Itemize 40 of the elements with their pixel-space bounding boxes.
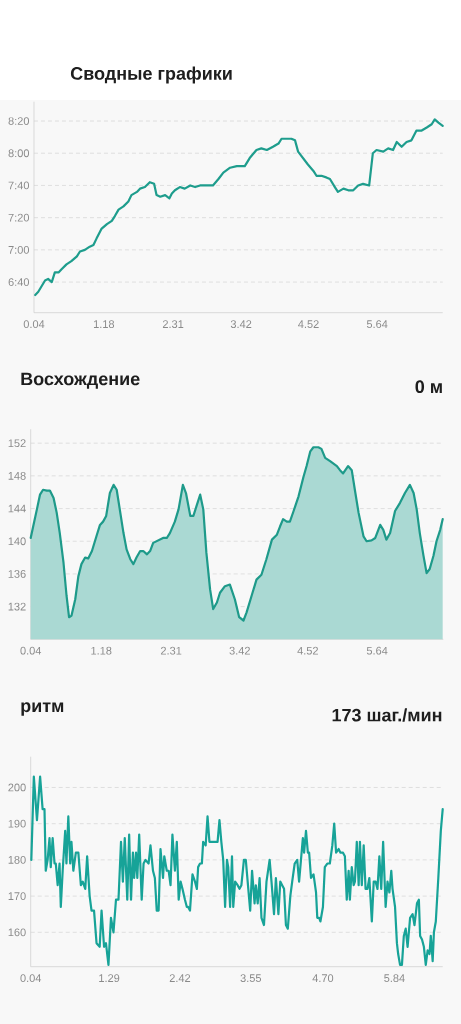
x-tick-label: 1.29 — [99, 974, 120, 983]
x-tick-label: 4.70 — [312, 974, 334, 983]
x-tick-label: 0.04 — [23, 320, 45, 329]
x-tick-label: 3.42 — [229, 646, 250, 655]
x-tick-label: 2.42 — [169, 974, 191, 982]
x-tick-label: 4.52 — [298, 320, 319, 329]
x-tick-label: 5.64 — [366, 646, 388, 655]
y-tick-label: 190 — [8, 819, 26, 828]
y-tick-label: 170 — [8, 892, 26, 900]
y-tick-label: 8:20 — [8, 117, 30, 125]
y-tick-label: 136 — [8, 570, 26, 578]
y-tick-label: 160 — [8, 928, 26, 937]
chart-title: Сводные графики — [70, 66, 232, 84]
x-tick-label: 0.04 — [20, 974, 42, 983]
chart-title: ритм — [21, 702, 64, 716]
y-tick-label: 140 — [8, 537, 26, 546]
x-tick-label: 2.31 — [160, 646, 182, 655]
y-tick-label: 148 — [8, 471, 26, 480]
text: 0 м — [415, 380, 442, 394]
y-tick-label: 7:20 — [8, 213, 30, 222]
x-tick-label: 1.18 — [91, 646, 112, 655]
y-tick-label: 7:40 — [8, 181, 30, 190]
x-tick-label: 5.64 — [366, 320, 388, 329]
x-tick-label: 3.42 — [230, 320, 252, 329]
x-tick-label: 5.84 — [384, 974, 405, 983]
y-tick-label: 180 — [8, 856, 26, 864]
x-tick-label: 2.31 — [162, 320, 184, 329]
x-tick-label: 1.18 — [93, 320, 115, 329]
x-tick-label: 0.04 — [20, 646, 42, 655]
y-tick-label: 144 — [8, 504, 26, 513]
y-tick-label: 200 — [8, 783, 26, 792]
chart-title: Восхождение — [21, 372, 140, 389]
y-tick-label: 8:00 — [8, 149, 30, 158]
x-tick-label: 3.55 — [240, 974, 262, 983]
text: 173 шаг./мин — [332, 708, 442, 722]
y-tick-label: 6:40 — [8, 278, 30, 286]
y-tick-label: 7:00 — [8, 245, 30, 254]
y-tick-label: 152 — [8, 439, 26, 448]
y-tick-label: 132 — [8, 602, 26, 611]
x-tick-label: 4.52 — [297, 646, 318, 655]
